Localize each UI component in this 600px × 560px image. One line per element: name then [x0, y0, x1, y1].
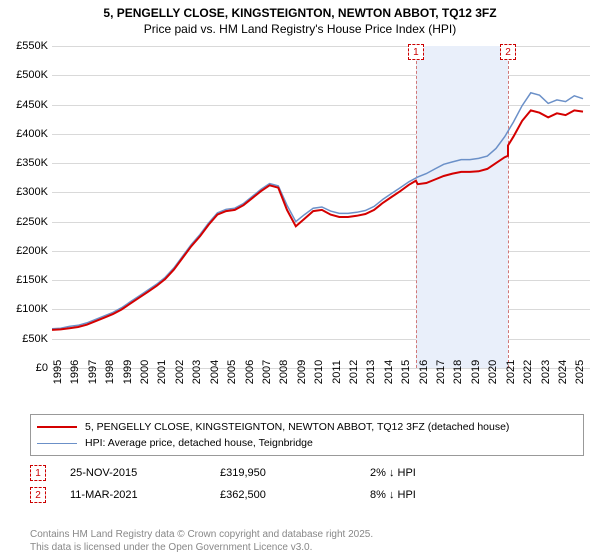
footer-line1: Contains HM Land Registry data © Crown c… — [30, 529, 373, 542]
plot-area: £0£50K£100K£150K£200K£250K£300K£350K£400… — [52, 46, 590, 368]
series-price_paid — [52, 110, 583, 330]
y-axis-label: £450K — [0, 99, 48, 111]
sale-marker: 2 — [30, 487, 46, 503]
y-axis-label: £550K — [0, 40, 48, 52]
y-axis-label: £250K — [0, 216, 48, 228]
legend-swatch — [37, 426, 77, 428]
y-axis-label: £0 — [0, 362, 48, 374]
sale-delta: 2% ↓ HPI — [370, 467, 520, 479]
sale-row: 1 25-NOV-2015£319,9502% ↓ HPI — [30, 462, 570, 484]
y-axis-label: £150K — [0, 274, 48, 286]
chart-title: 5, PENGELLY CLOSE, KINGSTEIGNTON, NEWTON… — [0, 0, 600, 37]
y-axis-label: £400K — [0, 128, 48, 140]
sale-price: £362,500 — [220, 489, 370, 501]
title-subtitle: Price paid vs. HM Land Registry's House … — [0, 22, 600, 38]
legend-label: 5, PENGELLY CLOSE, KINGSTEIGNTON, NEWTON… — [85, 421, 509, 433]
y-axis-label: £200K — [0, 245, 48, 257]
sale-row: 2 11-MAR-2021£362,5008% ↓ HPI — [30, 484, 570, 506]
sale-date: 11-MAR-2021 — [70, 489, 220, 501]
sale-price: £319,950 — [220, 467, 370, 479]
legend-swatch — [37, 443, 77, 444]
y-axis-label: £50K — [0, 333, 48, 345]
sale-date: 25-NOV-2015 — [70, 467, 220, 479]
sale-delta: 8% ↓ HPI — [370, 489, 520, 501]
footer-attribution: Contains HM Land Registry data © Crown c… — [30, 529, 373, 554]
title-address: 5, PENGELLY CLOSE, KINGSTEIGNTON, NEWTON… — [0, 6, 600, 22]
sales-table: 1 25-NOV-2015£319,9502% ↓ HPI 2 11-MAR-2021… — [30, 462, 570, 506]
event-marker: 1 — [408, 44, 424, 60]
y-axis-label: £500K — [0, 69, 48, 81]
sale-marker: 1 — [30, 465, 46, 481]
y-axis-label: £300K — [0, 186, 48, 198]
legend-row: 5, PENGELLY CLOSE, KINGSTEIGNTON, NEWTON… — [37, 419, 577, 435]
event-marker: 2 — [500, 44, 516, 60]
y-axis-label: £100K — [0, 303, 48, 315]
footer-line2: This data is licensed under the Open Gov… — [30, 542, 373, 555]
legend-row: HPI: Average price, detached house, Teig… — [37, 435, 577, 451]
legend-label: HPI: Average price, detached house, Teig… — [85, 437, 313, 449]
y-axis-label: £350K — [0, 157, 48, 169]
chart-container: 5, PENGELLY CLOSE, KINGSTEIGNTON, NEWTON… — [0, 0, 600, 560]
legend: 5, PENGELLY CLOSE, KINGSTEIGNTON, NEWTON… — [30, 414, 584, 456]
